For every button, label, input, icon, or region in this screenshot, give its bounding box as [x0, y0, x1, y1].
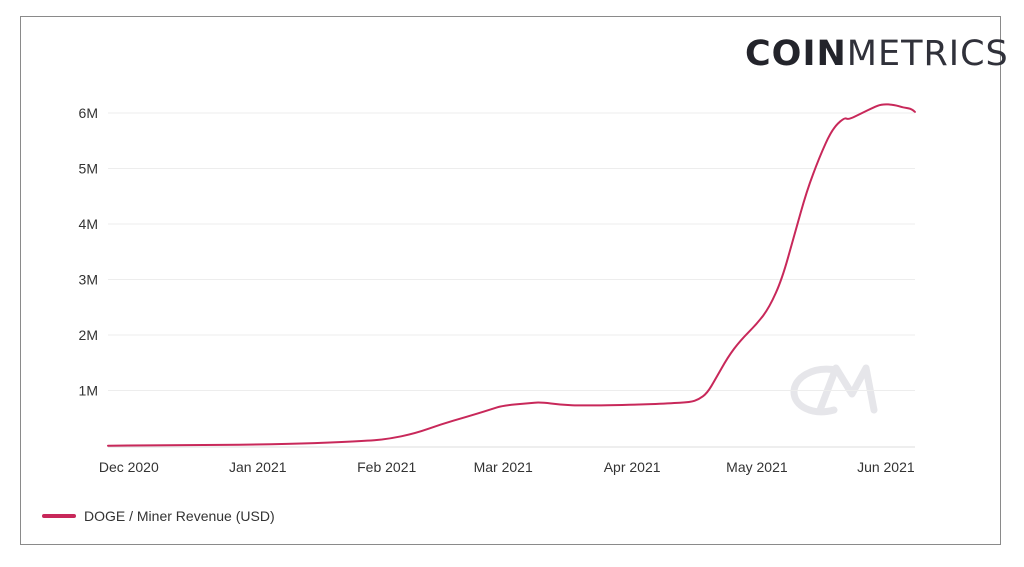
legend[interactable]: DOGE / Miner Revenue (USD) — [42, 508, 275, 524]
y-tick-label: 5M — [79, 161, 98, 177]
chart-frame — [20, 16, 1001, 545]
x-tick-label: Dec 2020 — [99, 459, 159, 475]
logo-bold-text: COIN — [745, 34, 847, 74]
x-axis-ticks: Dec 2020 Jan 2021 Feb 2021 Mar 2021 Apr 2021… — [99, 459, 915, 475]
y-tick-label: 3M — [79, 272, 98, 288]
x-tick-label: Apr 2021 — [604, 459, 661, 475]
series-group — [107, 103, 916, 447]
logo-light-text: METRICS — [846, 34, 1009, 74]
cm-watermark-icon — [790, 364, 878, 416]
y-tick-label: 1M — [79, 383, 98, 399]
x-tick-label: Jan 2021 — [229, 459, 287, 475]
x-tick-label: Jun 2021 — [857, 459, 915, 475]
x-tick-label: May 2021 — [726, 459, 788, 475]
y-tick-label: 4M — [79, 216, 98, 232]
x-tick-label: Feb 2021 — [357, 459, 416, 475]
y-axis-ticks: 1M 2M 3M 4M 5M 6M — [79, 105, 98, 399]
watermark-c-stroke — [790, 365, 840, 416]
legend-label: DOGE / Miner Revenue (USD) — [84, 508, 275, 524]
x-tick-label: Mar 2021 — [474, 459, 533, 475]
watermark-m-stroke — [816, 364, 878, 414]
grid-lines — [108, 112, 915, 448]
coinmetrics-logo: COINMETRICS — [745, 34, 1009, 74]
y-tick-label: 2M — [79, 327, 98, 343]
y-tick-label: 6M — [79, 105, 98, 121]
legend-swatch — [42, 514, 76, 518]
series-line-doge-miner-revenue — [107, 103, 916, 447]
